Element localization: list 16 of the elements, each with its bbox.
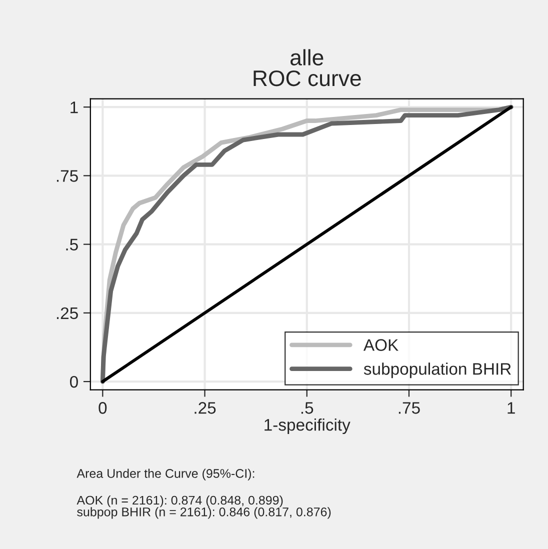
- legend-label: subpopulation BHIR: [364, 362, 511, 378]
- x-axis-title: 1-specificity: [264, 418, 350, 434]
- chart-title: alle ROC curve: [254, 49, 361, 86]
- y-tick-label: 0: [70, 376, 78, 388]
- y-tick-label: .75: [56, 170, 78, 182]
- y-tick-label: 1: [70, 102, 78, 114]
- text: Area Under the Curve (95%-CI):: [76, 468, 254, 480]
- x-tick-label: 0: [98, 402, 107, 414]
- text: AOK (n = 2161): 0.874 (0.848, 0.899) subpop BHIR (n = 2161): 0.846 (0.817, 0.876): [76, 496, 331, 519]
- y-tick-label: .25: [56, 307, 78, 320]
- x-tick-label: .75: [398, 402, 420, 414]
- y-tick-label: .5: [66, 238, 78, 251]
- legend-label: AOK: [363, 339, 398, 351]
- x-tick-label: .5: [301, 402, 314, 414]
- x-tick-label: .25: [194, 402, 216, 414]
- x-tick-label: 1: [508, 402, 515, 414]
